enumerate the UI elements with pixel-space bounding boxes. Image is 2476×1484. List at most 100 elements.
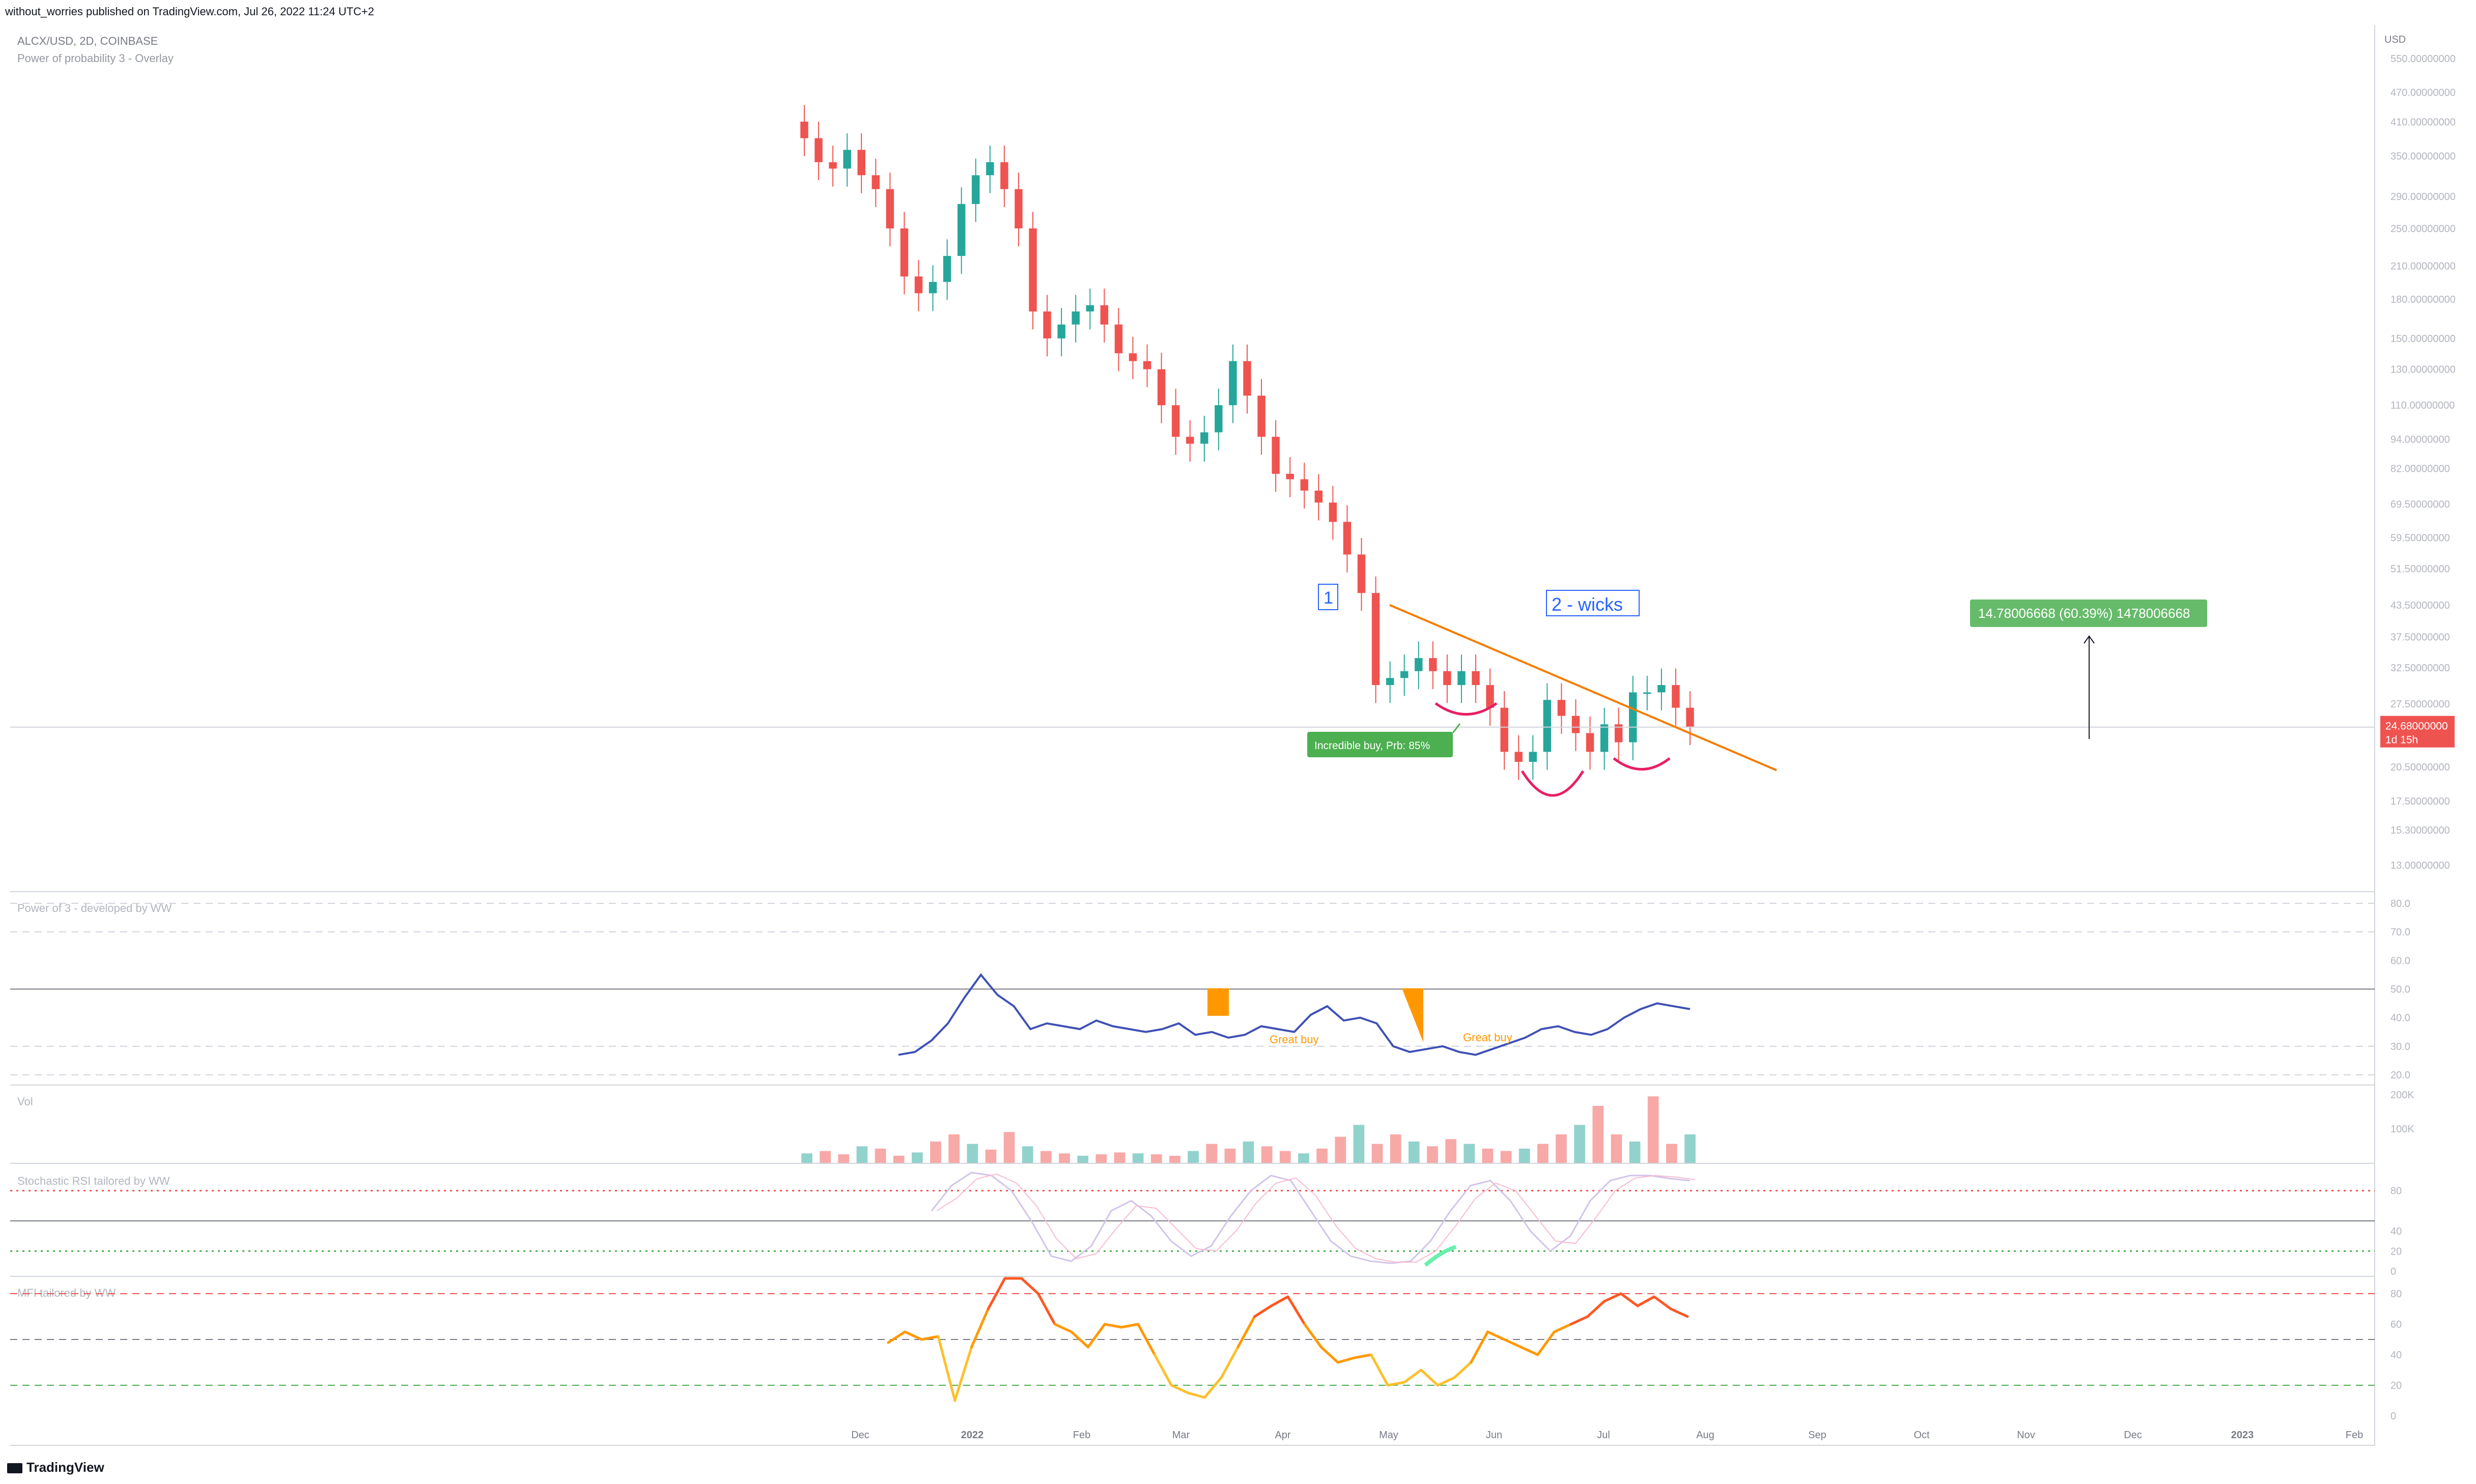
candle: [1571, 699, 1580, 751]
candle-body: [1129, 353, 1137, 361]
volume-bar: [1574, 1125, 1585, 1163]
candle: [857, 133, 865, 193]
candle: [1171, 388, 1180, 455]
candle: [1686, 691, 1694, 745]
tradingview-logo[interactable]: TradingView: [7, 1460, 104, 1475]
price-tick-label: 250.00000000: [2390, 223, 2456, 235]
time-tick-label: Sep: [1808, 1430, 1826, 1441]
label-box-1: [1318, 584, 1338, 610]
volume-bar: [1279, 1151, 1291, 1163]
price-tick-label: 180.00000000: [2390, 294, 2456, 305]
volume-bar: [1629, 1141, 1641, 1163]
candle: [1143, 344, 1151, 387]
volume-bar: [1095, 1154, 1107, 1163]
volume-bar: [1537, 1144, 1549, 1163]
last-price-tag: [2380, 716, 2455, 748]
candle: [1343, 505, 1352, 573]
time-tick-label: Feb: [1073, 1430, 1090, 1441]
candle: [1286, 457, 1294, 498]
volume-bar: [1518, 1149, 1530, 1163]
price-tick-label: 37.50000000: [2390, 632, 2450, 643]
candle: [1243, 344, 1251, 414]
last-price-countdown: 1d 15h: [2385, 734, 2418, 746]
mfi-series-segment: [1120, 1323, 1140, 1329]
candle: [900, 212, 909, 295]
measure-arrow-head: [2084, 635, 2095, 644]
candle-body: [1486, 685, 1494, 708]
mfi-series-segment: [1553, 1323, 1572, 1333]
volume-bar: [1298, 1153, 1309, 1163]
candle-body: [1543, 700, 1552, 752]
buy-callout: [1307, 732, 1453, 757]
candle-body: [1200, 432, 1208, 444]
candle-body: [1472, 671, 1480, 686]
mfi-series-segment: [1187, 1391, 1206, 1399]
volume-bar: [1556, 1134, 1567, 1163]
label-box-2-text: 2 - wicks: [1552, 594, 1623, 615]
candle-body: [1215, 405, 1223, 433]
mfi-series-segment: [1336, 1356, 1356, 1364]
mfi-tick-label: 80: [2390, 1289, 2402, 1300]
candle-body: [871, 175, 880, 189]
mfi-series-segment: [1203, 1376, 1223, 1399]
candle-body: [1157, 369, 1166, 406]
candle-body: [1429, 658, 1437, 671]
label-box-1-text: 1: [1324, 588, 1333, 608]
chart-frame: [10, 25, 2375, 1446]
candle-body: [1686, 707, 1694, 727]
volume-bar: [1022, 1146, 1033, 1163]
price-tick-label: 27.50000000: [2390, 699, 2450, 710]
stoch-rsi-title: Stochastic RSI tailored by WW: [17, 1175, 170, 1187]
mfi-series-segment: [1236, 1315, 1256, 1349]
time-tick-label: 2022: [961, 1430, 984, 1441]
candle-body: [1571, 716, 1580, 733]
candle: [1457, 654, 1466, 703]
candle-body: [1500, 707, 1508, 752]
mfi-series-segment: [1220, 1346, 1240, 1379]
candle: [1015, 173, 1023, 247]
volume-tick-label: 200K: [2390, 1090, 2414, 1101]
volume-bar: [1464, 1144, 1475, 1163]
stoch-rsi-signal: [1424, 1245, 1457, 1267]
candle-body: [1272, 437, 1280, 474]
candle-body: [1400, 671, 1409, 678]
mfi-series-segment: [1170, 1384, 1190, 1394]
candle: [1629, 675, 1637, 760]
great-buy-label: Great buy: [1270, 1033, 1319, 1046]
candle-body: [1629, 692, 1637, 743]
mfi-series-segment: [1619, 1292, 1639, 1307]
candle-body: [1086, 305, 1094, 312]
candle: [1657, 668, 1666, 710]
volume-bar: [1003, 1132, 1015, 1163]
mfi-series-segment: [1636, 1295, 1656, 1307]
price-tick-label: 17.50000000: [2390, 796, 2450, 807]
price-tick-label: 210.00000000: [2390, 261, 2456, 272]
price-tick-label: 13.00000000: [2390, 860, 2450, 871]
descending-trendline: [1389, 604, 1777, 772]
power3-title: Power of 3 - developed by WW: [17, 902, 172, 915]
published-header: without_worries published on TradingView…: [5, 5, 375, 18]
candle-body: [1286, 474, 1294, 479]
volume-bar: [1482, 1149, 1494, 1163]
candle: [986, 146, 994, 193]
volume-bar: [1316, 1149, 1328, 1163]
price-tick-label: 550.00000000: [2390, 53, 2456, 65]
candle: [1114, 308, 1123, 372]
candle-body: [843, 150, 851, 169]
volume-title: Vol: [17, 1095, 33, 1108]
time-tick-label: May: [1379, 1430, 1398, 1441]
candle-body: [957, 204, 966, 256]
mfi-series-segment: [1253, 1304, 1273, 1318]
time-tick-label: Jun: [1486, 1430, 1502, 1441]
volume-bar: [1592, 1106, 1604, 1163]
candle: [1500, 691, 1508, 770]
candle: [943, 239, 951, 300]
indicator-line: Power of probability 3 - Overlay: [17, 52, 174, 65]
candle-body: [1300, 479, 1308, 491]
volume-bar: [1206, 1144, 1218, 1163]
time-tick-label: Dec: [851, 1430, 869, 1441]
volume-bar: [1040, 1151, 1052, 1163]
candle-body: [1314, 491, 1323, 503]
candle: [957, 187, 966, 274]
